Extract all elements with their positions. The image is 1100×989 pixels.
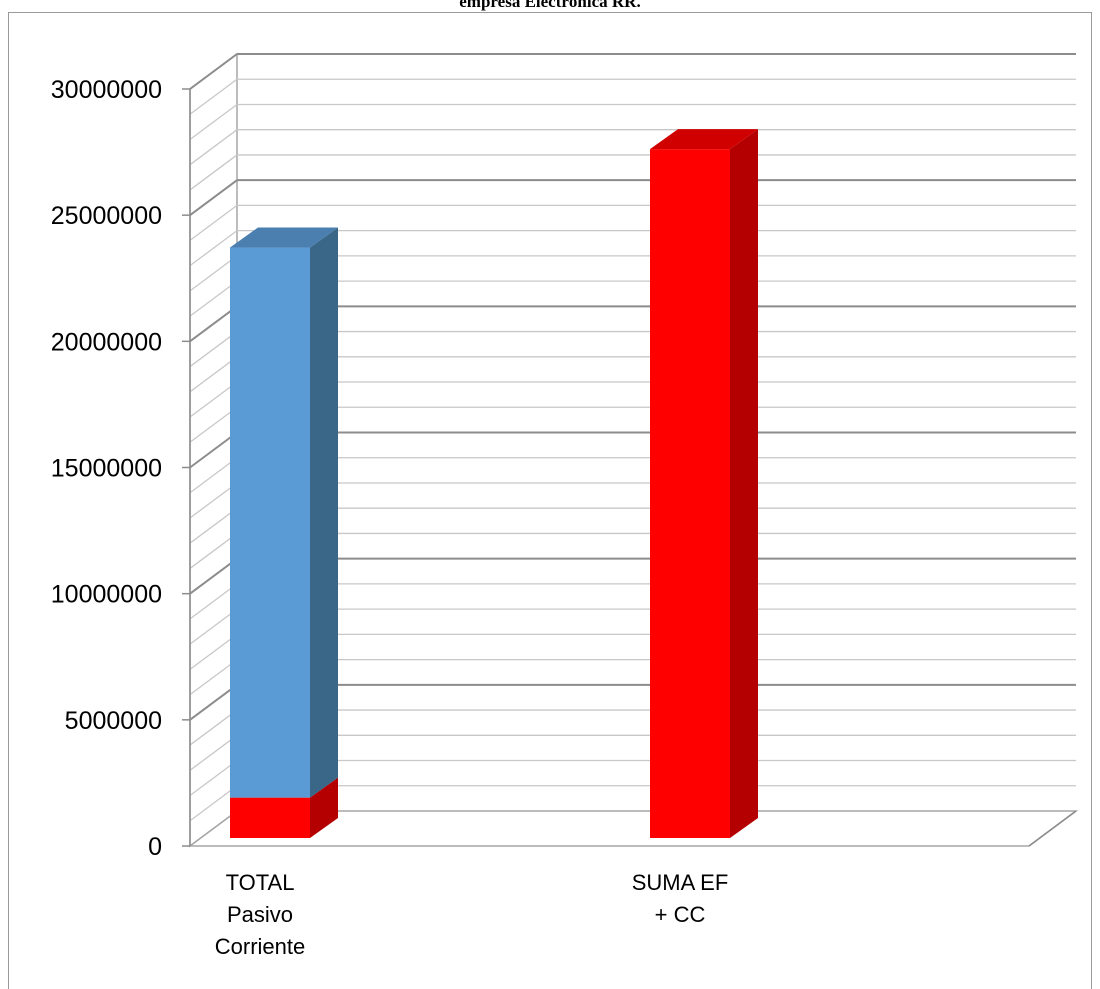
gridline-side	[189, 482, 238, 519]
bar-front	[230, 247, 310, 798]
gridline-side	[189, 457, 238, 494]
x-tick-label: Pasivo	[227, 902, 293, 927]
gridline-side	[189, 659, 238, 696]
y-tick-label: 20000000	[51, 328, 162, 356]
y-tick-label: 5000000	[65, 707, 162, 735]
gridline-side	[189, 204, 238, 241]
gridline-side	[189, 583, 238, 620]
y-tick-label: 25000000	[51, 202, 162, 230]
bar-front	[650, 149, 730, 838]
x-tick-label: TOTAL	[226, 870, 295, 895]
bar-side	[310, 227, 338, 798]
bar-side	[310, 777, 338, 838]
y-axis: 0 5000000 10000000 15000000 20000000 25000000…	[51, 76, 191, 861]
gridline-side	[189, 230, 238, 267]
gridline-side	[189, 406, 238, 443]
y-tick-label: 15000000	[51, 455, 162, 483]
y-tick-label: 0	[148, 833, 162, 861]
gridline-side	[189, 507, 238, 544]
gridline-side	[189, 179, 238, 216]
gridline-side	[189, 356, 238, 393]
gridline-side	[189, 734, 238, 771]
gridline-side	[189, 103, 238, 140]
gridline-side	[189, 381, 238, 418]
gridline-side	[189, 305, 238, 343]
y-tick-label: 30000000	[51, 76, 162, 104]
gridline-side	[189, 53, 238, 90]
x-axis: TOTAL Pasivo Corriente SUMA EF + CC	[215, 870, 729, 959]
gridline-side	[189, 280, 238, 317]
gridline-side	[189, 709, 238, 746]
gridline-side	[189, 431, 238, 469]
gridline-side	[189, 129, 238, 166]
bars	[230, 129, 758, 838]
x-tick-label: + CC	[655, 902, 706, 927]
bar-side	[730, 129, 758, 838]
bar-top	[650, 129, 758, 150]
gridline-side	[189, 78, 238, 115]
gridline-side	[189, 760, 238, 797]
gridline-side	[189, 532, 238, 569]
gridline-side	[189, 255, 238, 292]
x-tick-label: SUMA EF	[632, 870, 729, 895]
bar-front	[230, 797, 310, 838]
gridline-side	[189, 633, 238, 670]
chart-frame	[8, 12, 1092, 989]
floor-edge	[1028, 810, 1077, 847]
gridline-side	[189, 331, 238, 368]
gridline-side	[189, 557, 238, 595]
gridline-side	[189, 684, 238, 721]
bar-top	[230, 227, 338, 248]
x-tick-label: Corriente	[215, 934, 305, 959]
chart-title: empresa Electrónica RR.	[459, 0, 641, 11]
y-tick-label: 10000000	[51, 581, 162, 609]
gridline-side	[189, 608, 238, 645]
gridline-side	[189, 785, 238, 822]
gridline-side	[189, 154, 238, 191]
